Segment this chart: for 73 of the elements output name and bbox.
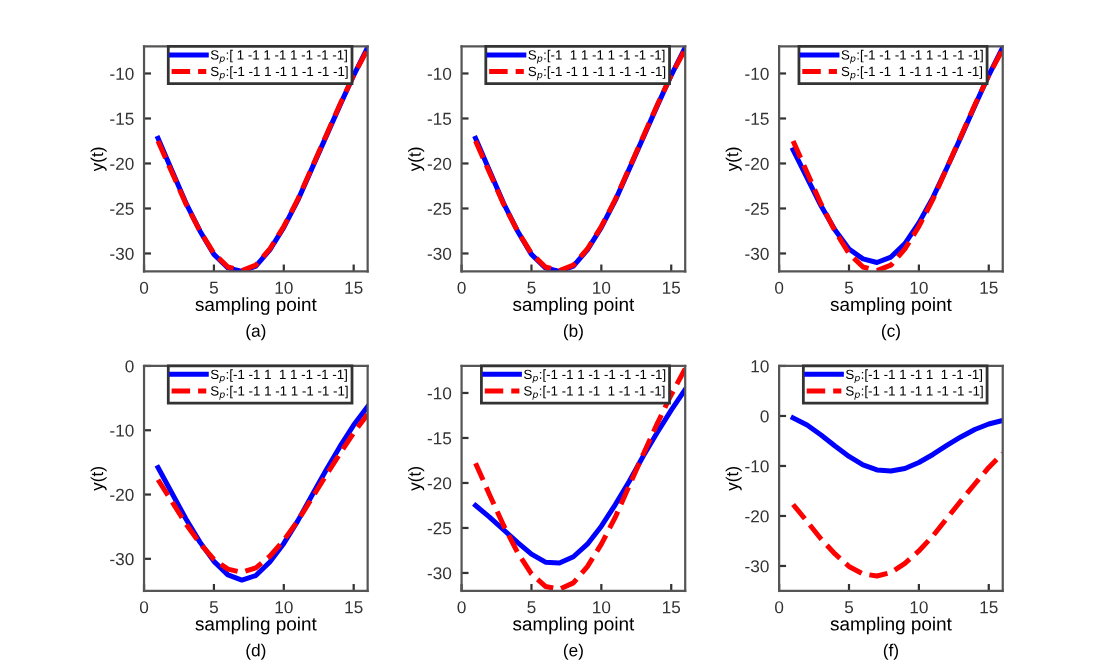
y-tick-label: -20	[110, 157, 134, 170]
y-tick-label: -10	[427, 67, 452, 80]
y-axis-title: y(t)	[725, 147, 742, 172]
y-tick-label: -15	[427, 112, 452, 125]
y-axis-title: y(t)	[725, 467, 742, 491]
y-tick-label: -20	[110, 488, 134, 501]
y-tick-label: -10	[745, 67, 769, 80]
y-tick-label: -20	[427, 477, 452, 490]
x-tick-label: 10	[910, 601, 928, 614]
y-tick-label: -30	[427, 247, 452, 260]
y-tick-label: -20	[745, 157, 769, 170]
text: (e)	[563, 643, 583, 660]
x-tick-label: 0	[775, 281, 784, 294]
x-axis-title: sampling point	[830, 616, 952, 635]
x-tick-label: 0	[457, 281, 466, 294]
y-tick-label: 10	[751, 360, 769, 373]
y-axis-title: y(t)	[408, 147, 425, 172]
text: (f)	[883, 643, 898, 660]
x-tick-label: 5	[209, 281, 218, 294]
text: (c)	[881, 324, 900, 341]
y-tick-label: -20	[745, 510, 769, 523]
y-axis-title: y(t)	[90, 147, 107, 172]
y-tick-label: 0	[125, 360, 134, 373]
y-tick-label: -30	[110, 247, 134, 260]
y-tick-label: -10	[427, 387, 452, 400]
text: (d)	[246, 643, 266, 660]
x-tick-label: 0	[139, 281, 149, 294]
x-tick-label: 5	[209, 601, 218, 614]
y-tick-label: -15	[745, 112, 769, 125]
x-tick-label: 10	[275, 281, 293, 294]
line-series	[790, 415, 1003, 474]
x-axis-title: sampling point	[513, 616, 635, 635]
x-tick-label: 15	[662, 601, 681, 614]
y-tick-label: -30	[745, 247, 769, 260]
x-tick-label: 15	[662, 281, 681, 294]
x-tick-label: 5	[527, 601, 536, 614]
x-axis-title: sampling point	[195, 297, 317, 315]
x-axis-title: sampling point	[195, 616, 317, 635]
y-tick-label: -25	[427, 202, 452, 215]
y-tick-label: -10	[745, 460, 769, 473]
x-tick-label: 0	[139, 601, 149, 614]
text: (b)	[563, 324, 583, 341]
x-tick-label: 10	[593, 601, 611, 614]
y-tick-label: -30	[427, 567, 452, 580]
x-tick-label: 10	[275, 601, 293, 614]
y-tick-label: -10	[110, 67, 134, 80]
x-tick-label: 10	[910, 281, 928, 294]
y-axis-title: y(t)	[90, 467, 107, 491]
y-tick-label: -10	[110, 424, 134, 437]
x-tick-label: 10	[593, 281, 611, 294]
y-tick-label: -25	[427, 522, 452, 535]
line-series	[790, 450, 1003, 579]
text: (a)	[246, 324, 266, 341]
y-tick-label: -30	[110, 553, 134, 566]
y-tick-label: -25	[110, 202, 134, 215]
y-tick-label: 0	[760, 410, 769, 423]
x-tick-label: 0	[457, 601, 466, 614]
x-axis-title: sampling point	[513, 297, 635, 315]
x-tick-label: 5	[844, 601, 854, 614]
x-tick-label: 15	[345, 601, 363, 614]
y-tick-label: -30	[745, 560, 769, 573]
y-tick-label: -20	[427, 157, 452, 170]
y-tick-label: -15	[110, 112, 134, 125]
x-tick-label: 15	[345, 281, 363, 294]
y-tick-label: -15	[427, 432, 452, 445]
x-tick-label: 0	[775, 601, 784, 614]
y-tick-label: -25	[745, 202, 769, 215]
x-tick-label: 15	[980, 281, 998, 294]
x-tick-label: 15	[980, 601, 998, 614]
y-axis-title: y(t)	[408, 467, 425, 491]
x-tick-label: 5	[844, 281, 854, 294]
x-tick-label: 5	[527, 281, 536, 294]
x-axis-title: sampling point	[830, 297, 952, 315]
